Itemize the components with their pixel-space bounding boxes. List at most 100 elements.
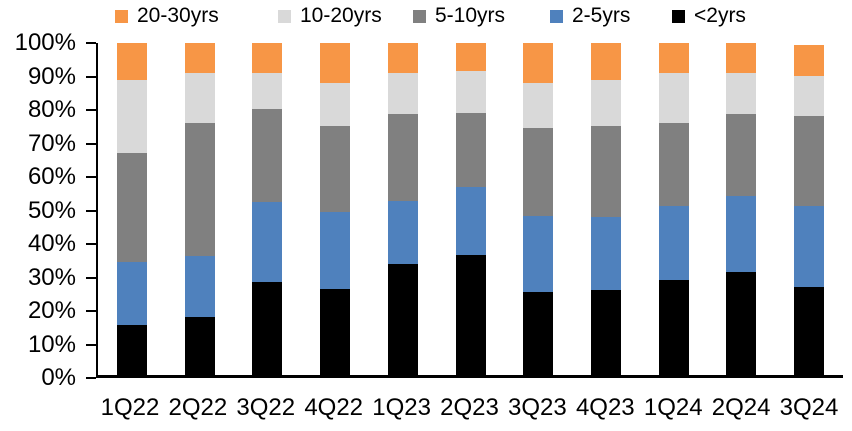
stacked-bar-4q23 — [591, 43, 621, 375]
segment-10-20yrs — [184, 72, 215, 123]
x-axis-label-1q24: 1Q24 — [643, 394, 703, 421]
segment-20-30yrs — [794, 44, 825, 77]
segment-20-30yrs — [658, 43, 689, 73]
segment-10-20yrs — [794, 76, 825, 117]
legend-swatch-icon — [672, 9, 685, 23]
x-axis-label-2q24: 2Q24 — [711, 394, 771, 421]
legend-swatch-icon — [278, 9, 291, 23]
legend-entry-5-10yrs: 5-10yrs — [413, 4, 505, 28]
segment-5-10yrs — [320, 126, 351, 213]
bar-slot-1q22 — [98, 43, 166, 375]
legend-entry-2-5yrs: 2-5yrs — [550, 4, 630, 28]
segment--2yrs — [116, 325, 147, 375]
segment-10-20yrs — [320, 82, 351, 127]
segment-20-30yrs — [726, 43, 757, 73]
stacked-bar-1q24 — [658, 43, 689, 375]
x-axis-label-4q23: 4Q23 — [575, 394, 635, 421]
bar-group — [98, 43, 843, 375]
stacked-bar-3q22 — [252, 43, 283, 375]
bar-slot-1q23 — [369, 43, 437, 375]
segment-20-30yrs — [591, 43, 621, 80]
y-axis-tick-mark — [86, 310, 96, 312]
y-axis-tick-label: 40% — [27, 230, 76, 257]
plot-area — [96, 43, 843, 378]
y-axis-tick-mark — [86, 243, 96, 245]
segment-10-20yrs — [252, 72, 283, 110]
legend-entry--2yrs: <2yrs — [672, 4, 746, 28]
segment-2-5yrs — [794, 205, 825, 288]
segment-20-30yrs — [387, 43, 418, 73]
segment-2-5yrs — [455, 187, 486, 256]
stacked-bar-3q23 — [523, 43, 554, 375]
x-axis-label-4q22: 4Q22 — [304, 394, 364, 421]
segment--2yrs — [252, 282, 283, 375]
legend-entry-10-20yrs: 10-20yrs — [278, 4, 382, 28]
segment-2-5yrs — [591, 217, 621, 291]
legend-swatch-icon — [115, 9, 128, 23]
legend-entry-20-30yrs: 20-30yrs — [115, 4, 219, 28]
segment--2yrs — [523, 292, 554, 375]
y-axis-tick-label: 80% — [27, 96, 76, 123]
segment-2-5yrs — [387, 200, 418, 264]
segment-2-5yrs — [523, 215, 554, 292]
chart-legend: 20-30yrs 10-20yrs 5-10yrs 2-5yrs <2yrs — [0, 0, 852, 32]
segment-10-20yrs — [591, 79, 621, 127]
y-axis-tick-mark — [86, 377, 96, 379]
bar-slot-4q22 — [301, 43, 369, 375]
segment-20-30yrs — [523, 43, 554, 83]
stacked-bar-2q22 — [184, 43, 215, 375]
segment-5-10yrs — [591, 126, 621, 218]
x-axis-label-3q24: 3Q24 — [779, 394, 839, 421]
segment-5-10yrs — [252, 109, 283, 203]
segment-2-5yrs — [116, 262, 147, 326]
segment--2yrs — [387, 263, 418, 375]
stacked-bar-2q23 — [455, 43, 486, 375]
y-axis-tick-mark — [86, 142, 96, 145]
segment-10-20yrs — [455, 71, 486, 113]
bar-slot-2q24 — [708, 43, 776, 375]
bar-slot-3q22 — [233, 43, 301, 375]
segment-5-10yrs — [387, 114, 418, 201]
segment-2-5yrs — [252, 202, 283, 283]
legend-swatch-icon — [413, 9, 426, 23]
segment-20-30yrs — [116, 43, 147, 80]
stacked-bar-3q24 — [794, 43, 825, 375]
y-axis-tick-label: 50% — [27, 196, 76, 224]
x-axis-label-1q23: 1Q23 — [372, 394, 431, 421]
y-axis-tick-label: 70% — [27, 129, 76, 157]
legend-label: 20-30yrs — [137, 4, 219, 27]
segment-20-30yrs — [320, 43, 351, 83]
y-axis-tick-mark — [86, 176, 96, 178]
y-axis-tick-mark — [86, 343, 96, 346]
bar-slot-2q22 — [166, 43, 234, 375]
x-axis-label-1q22: 1Q22 — [100, 394, 160, 421]
segment-20-30yrs — [455, 43, 486, 72]
segment-5-10yrs — [455, 112, 486, 188]
segment--2yrs — [726, 272, 757, 375]
segment-5-10yrs — [794, 116, 825, 206]
stacked-bar-2q24 — [726, 43, 757, 375]
segment-5-10yrs — [658, 122, 689, 206]
segment-2-5yrs — [658, 205, 689, 281]
x-axis-label-3q23: 3Q23 — [508, 394, 567, 421]
segment--2yrs — [184, 316, 215, 375]
y-axis-tick-mark — [86, 42, 96, 44]
segment-2-5yrs — [726, 195, 757, 273]
segment-10-20yrs — [523, 82, 554, 128]
stacked-bar-1q23 — [387, 43, 418, 375]
y-axis-tick-label: 60% — [27, 163, 76, 190]
segment--2yrs — [658, 280, 689, 375]
stacked-bar-1q22 — [116, 43, 147, 375]
segment-10-20yrs — [726, 72, 757, 115]
y-axis-tick-label: 10% — [27, 330, 76, 358]
segment-20-30yrs — [252, 43, 283, 73]
bar-slot-1q24 — [640, 43, 708, 375]
segment-5-10yrs — [523, 127, 554, 216]
y-axis-tick-label: 20% — [27, 297, 76, 324]
x-axis-label-2q23: 2Q23 — [440, 394, 499, 421]
y-axis-tick-mark — [86, 209, 96, 212]
segment-5-10yrs — [726, 114, 757, 196]
segment-5-10yrs — [184, 122, 215, 256]
bar-slot-2q23 — [437, 43, 505, 375]
